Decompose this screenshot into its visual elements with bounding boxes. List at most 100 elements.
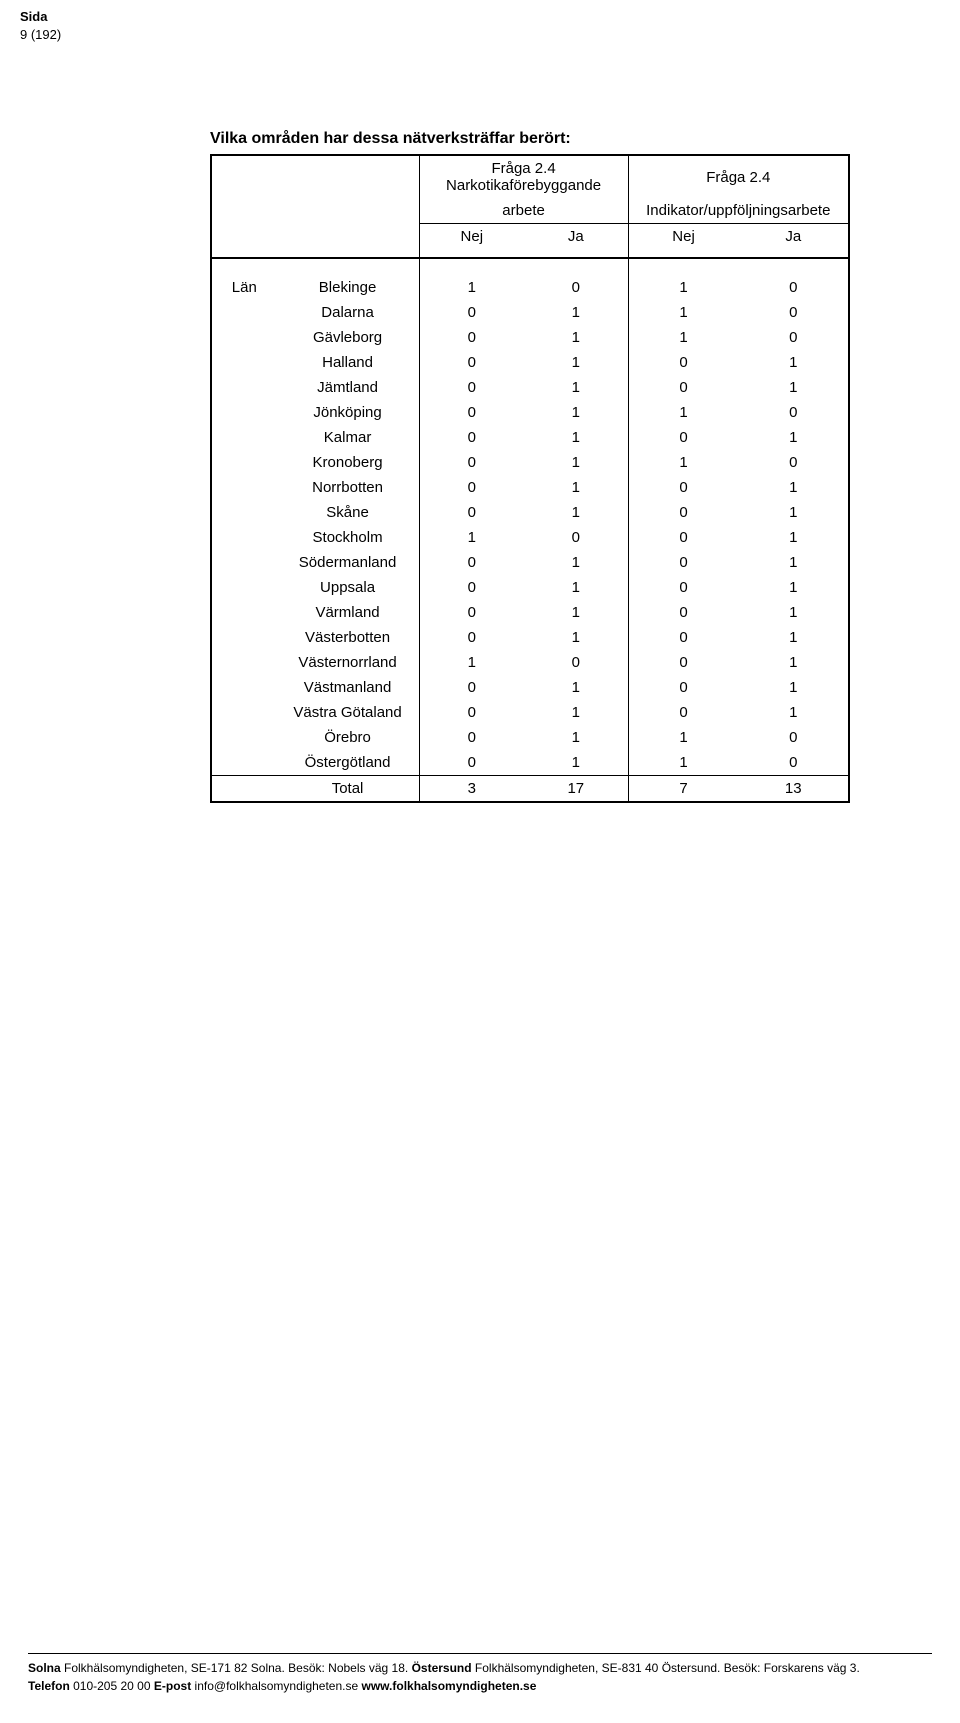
row-name: Gävleborg <box>277 325 419 350</box>
cell-value: 0 <box>628 650 738 675</box>
cell-value: 0 <box>419 750 524 776</box>
footer-telefon-text: 010-205 20 00 <box>70 1679 154 1693</box>
cell-value: 0 <box>524 275 628 300</box>
cell-value: 1 <box>524 675 628 700</box>
table-row: Uppsala0101 <box>211 575 849 600</box>
col-group-2-line1: Fråga 2.4 <box>628 155 849 198</box>
row-name: Västmanland <box>277 675 419 700</box>
table-body: LänBlekinge1010Dalarna0110Gävleborg0110H… <box>211 258 849 802</box>
footer-ostersund-label: Östersund <box>412 1661 472 1675</box>
cell-value: 1 <box>628 400 738 425</box>
row-group-label <box>211 450 277 475</box>
cell-value: 0 <box>739 275 849 300</box>
table-row: Stockholm1001 <box>211 525 849 550</box>
table-row: Gävleborg0110 <box>211 325 849 350</box>
cell-value: 1 <box>524 625 628 650</box>
footer-epost-label: E-post <box>154 1679 191 1693</box>
cell-value: 1 <box>739 375 849 400</box>
cell-value: 0 <box>419 625 524 650</box>
cell-value: 1 <box>524 725 628 750</box>
page-header-sida: Sida <box>20 8 61 26</box>
cell-value: 0 <box>419 500 524 525</box>
cell-value: 0 <box>739 750 849 776</box>
table-row: Västerbotten0101 <box>211 625 849 650</box>
table-row: Västmanland0101 <box>211 675 849 700</box>
cell-value: 1 <box>739 500 849 525</box>
page-header: Sida 9 (192) <box>20 8 61 43</box>
row-group-label <box>211 675 277 700</box>
table-header: Fråga 2.4 Narkotikaförebyggande Fråga 2.… <box>211 155 849 258</box>
row-name: Jönköping <box>277 400 419 425</box>
cell-value: 1 <box>524 600 628 625</box>
cell-value: 1 <box>739 350 849 375</box>
row-name: Norrbotten <box>277 475 419 500</box>
cell-value: 0 <box>628 500 738 525</box>
cell-value: 1 <box>524 375 628 400</box>
cell-value: 0 <box>419 450 524 475</box>
row-group-label <box>211 750 277 776</box>
row-name: Västerbotten <box>277 625 419 650</box>
subhead-ja-2: Ja <box>739 224 849 250</box>
cell-value: 1 <box>739 425 849 450</box>
col-group-1-line2: arbete <box>419 198 628 224</box>
cell-value: 0 <box>419 700 524 725</box>
table-row: Västra Götaland0101 <box>211 700 849 725</box>
row-name: Kronoberg <box>277 450 419 475</box>
cell-value: 0 <box>628 675 738 700</box>
cell-value: 1 <box>628 450 738 475</box>
table-total-row: Total317713 <box>211 776 849 803</box>
cell-value: 0 <box>524 650 628 675</box>
cell-value: 1 <box>524 475 628 500</box>
gap-row <box>211 258 849 275</box>
cell-value: 1 <box>419 525 524 550</box>
subhead-nej-2: Nej <box>628 224 738 250</box>
cell-value: 1 <box>739 700 849 725</box>
table-row: LänBlekinge1010 <box>211 275 849 300</box>
total-cell: 13 <box>739 776 849 803</box>
total-label-spacer <box>211 776 277 803</box>
cell-value: 0 <box>739 400 849 425</box>
cell-value: 1 <box>739 625 849 650</box>
row-group-label <box>211 550 277 575</box>
cell-value: 0 <box>419 375 524 400</box>
cell-value: 1 <box>419 275 524 300</box>
table-row: Norrbotten0101 <box>211 475 849 500</box>
cell-value: 1 <box>524 750 628 776</box>
cell-value: 1 <box>419 650 524 675</box>
row-name: Blekinge <box>277 275 419 300</box>
cell-value: 0 <box>419 425 524 450</box>
cell-value: 1 <box>524 500 628 525</box>
cell-value: 1 <box>628 725 738 750</box>
cell-value: 1 <box>739 550 849 575</box>
row-group-label <box>211 700 277 725</box>
cell-value: 0 <box>419 325 524 350</box>
cell-value: 1 <box>739 475 849 500</box>
table-row: Östergötland0110 <box>211 750 849 776</box>
row-group-label <box>211 375 277 400</box>
cell-value: 0 <box>419 575 524 600</box>
cell-value: 1 <box>628 275 738 300</box>
row-name: Södermanland <box>277 550 419 575</box>
row-group-label <box>211 725 277 750</box>
table-row: Skåne0101 <box>211 500 849 525</box>
cell-value: 0 <box>419 600 524 625</box>
row-name: Kalmar <box>277 425 419 450</box>
table-row: Jönköping0110 <box>211 400 849 425</box>
total-cell: 7 <box>628 776 738 803</box>
footer-epost-text: info@folkhalsomyndigheten.se <box>191 1679 361 1693</box>
cell-value: 1 <box>524 450 628 475</box>
row-group-label <box>211 525 277 550</box>
cell-value: 1 <box>524 350 628 375</box>
cell-value: 0 <box>419 300 524 325</box>
data-table: Fråga 2.4 Narkotikaförebyggande Fråga 2.… <box>210 154 850 803</box>
cell-value: 0 <box>419 550 524 575</box>
table-row: Halland0101 <box>211 350 849 375</box>
total-cell: 17 <box>524 776 628 803</box>
cell-value: 0 <box>419 675 524 700</box>
cell-value: 0 <box>628 600 738 625</box>
cell-value: 1 <box>739 600 849 625</box>
row-name: Stockholm <box>277 525 419 550</box>
cell-value: 1 <box>739 525 849 550</box>
subhead-nej-1: Nej <box>419 224 524 250</box>
cell-value: 1 <box>524 700 628 725</box>
